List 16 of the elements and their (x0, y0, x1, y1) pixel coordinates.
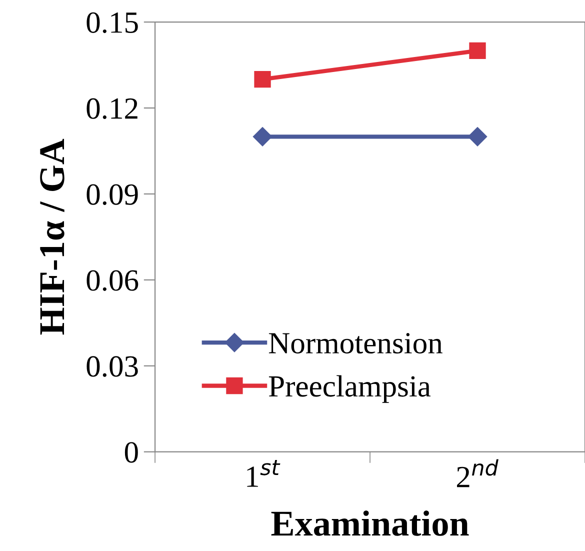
x-tick-label: 2$^{nd}$ (457, 459, 498, 488)
point (252, 127, 272, 146)
y-tick-label: 0 (124, 442, 138, 463)
legend-label: Normotension (268, 333, 442, 354)
y-axis-title: HIF-1α / GA (40, 138, 64, 335)
y-tick-label: 0.06 (86, 270, 138, 291)
x-axis-title: Examination (271, 510, 469, 536)
point (468, 127, 488, 146)
legend-label: Preeclampsia (268, 375, 431, 403)
y-tick-label: 0.12 (86, 98, 138, 120)
point (469, 42, 486, 60)
y-tick-label: 0.03 (86, 356, 138, 377)
y-tick-label: 0.15 (86, 12, 138, 34)
point (254, 71, 271, 88)
x-tick-label: 1$^{st}$ (247, 460, 280, 487)
y-tick-label: 0.09 (86, 184, 138, 205)
